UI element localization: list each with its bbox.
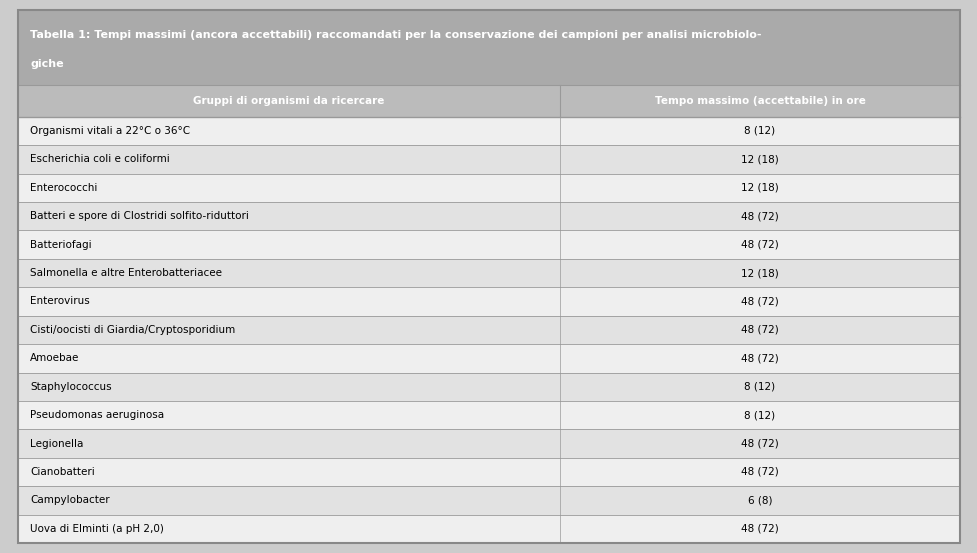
Text: Cisti/oocisti di Giardia/Cryptosporidium: Cisti/oocisti di Giardia/Cryptosporidium bbox=[30, 325, 235, 335]
Text: Batteriofagi: Batteriofagi bbox=[30, 239, 92, 249]
Text: 48 (72): 48 (72) bbox=[741, 353, 778, 363]
Text: Cianobatteri: Cianobatteri bbox=[30, 467, 95, 477]
Text: 48 (72): 48 (72) bbox=[741, 325, 778, 335]
Bar bbox=[18, 458, 959, 486]
Text: 48 (72): 48 (72) bbox=[741, 467, 778, 477]
Bar bbox=[18, 401, 959, 429]
Text: Pseudomonas aeruginosa: Pseudomonas aeruginosa bbox=[30, 410, 164, 420]
Text: 8 (12): 8 (12) bbox=[743, 410, 775, 420]
Text: giche: giche bbox=[30, 60, 64, 70]
Text: Salmonella e altre Enterobatteriacee: Salmonella e altre Enterobatteriacee bbox=[30, 268, 222, 278]
Bar bbox=[18, 429, 959, 458]
Text: Campylobacter: Campylobacter bbox=[30, 495, 109, 505]
Bar bbox=[18, 486, 959, 515]
Bar bbox=[18, 515, 959, 543]
Text: Amoebae: Amoebae bbox=[30, 353, 79, 363]
Bar bbox=[18, 287, 959, 316]
Bar bbox=[18, 373, 959, 401]
Text: Tabella 1: Tempi massimi (ancora accettabili) raccomandati per la conservazione : Tabella 1: Tempi massimi (ancora accetta… bbox=[30, 30, 761, 40]
Text: Batteri e spore di Clostridi solfito-riduttori: Batteri e spore di Clostridi solfito-rid… bbox=[30, 211, 249, 221]
Text: Enterovirus: Enterovirus bbox=[30, 296, 90, 306]
Bar bbox=[18, 344, 959, 373]
Text: 48 (72): 48 (72) bbox=[741, 524, 778, 534]
Text: Organismi vitali a 22°C o 36°C: Organismi vitali a 22°C o 36°C bbox=[30, 126, 191, 136]
Bar bbox=[18, 231, 959, 259]
Bar bbox=[18, 174, 959, 202]
Text: 6 (8): 6 (8) bbox=[747, 495, 772, 505]
Bar bbox=[18, 202, 959, 231]
Bar bbox=[18, 145, 959, 174]
Text: 48 (72): 48 (72) bbox=[741, 296, 778, 306]
Bar bbox=[18, 10, 959, 85]
Text: Escherichia coli e coliformi: Escherichia coli e coliformi bbox=[30, 154, 170, 164]
Text: 48 (72): 48 (72) bbox=[741, 211, 778, 221]
Text: 12 (18): 12 (18) bbox=[741, 182, 778, 193]
Text: 12 (18): 12 (18) bbox=[741, 154, 778, 164]
Text: 48 (72): 48 (72) bbox=[741, 239, 778, 249]
Text: Enterococchi: Enterococchi bbox=[30, 182, 98, 193]
Text: Tempo massimo (accettabile) in ore: Tempo massimo (accettabile) in ore bbox=[654, 96, 865, 106]
Text: Gruppi di organismi da ricercare: Gruppi di organismi da ricercare bbox=[192, 96, 384, 106]
Bar bbox=[18, 316, 959, 344]
Text: 12 (18): 12 (18) bbox=[741, 268, 778, 278]
Bar bbox=[18, 85, 959, 117]
Text: Legionella: Legionella bbox=[30, 439, 84, 448]
Text: 8 (12): 8 (12) bbox=[743, 126, 775, 136]
Bar bbox=[18, 259, 959, 287]
Text: 48 (72): 48 (72) bbox=[741, 439, 778, 448]
Bar bbox=[18, 117, 959, 145]
Text: 8 (12): 8 (12) bbox=[743, 382, 775, 392]
Text: Uova di Elminti (a pH 2,0): Uova di Elminti (a pH 2,0) bbox=[30, 524, 164, 534]
Text: Staphylococcus: Staphylococcus bbox=[30, 382, 111, 392]
